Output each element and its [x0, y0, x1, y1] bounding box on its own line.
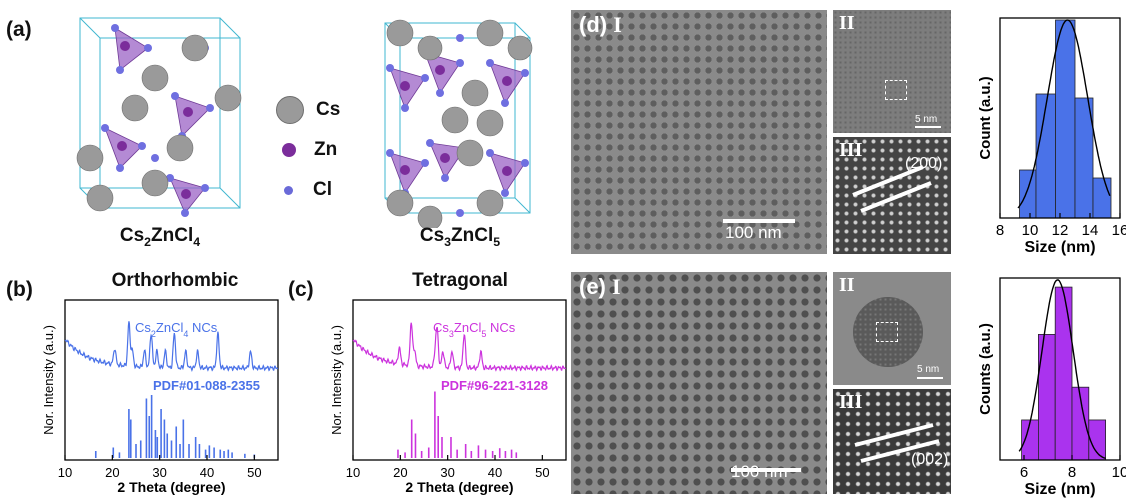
legend-cl: Cl — [270, 170, 370, 210]
ref-label: PDF#01-088-2355 — [153, 378, 260, 393]
hist-bar — [1035, 93, 1056, 219]
x-tick-label: 40 — [200, 465, 214, 480]
hrtem-image-e2: II 5 nm — [833, 272, 951, 385]
hist-bar — [1054, 286, 1073, 461]
lattice-lines-e — [854, 423, 940, 463]
gaussian-fit — [1017, 19, 1111, 209]
panel-b-title: Orthorhombic — [111, 270, 239, 291]
x-tick-label: 12 — [1052, 222, 1069, 239]
lattice-image-d3: III (200) — [833, 137, 951, 254]
x-tick-label: 20 — [393, 465, 407, 480]
x-tick-label: 14 — [1082, 222, 1099, 239]
hist-bar — [1055, 19, 1076, 219]
hist-bar — [1021, 419, 1039, 461]
x-tick-label: 50 — [247, 465, 261, 480]
hr-scale-bar-e — [917, 377, 943, 379]
y-axis-label: Counts (a.u.) — [977, 323, 994, 415]
legend-cs-label: Cs — [316, 99, 341, 120]
x-tick-label: 40 — [488, 465, 502, 480]
hist-bar — [1038, 334, 1056, 461]
plane-label-e: (002) — [911, 451, 949, 468]
ref-label: PDF#96-221-3128 — [441, 378, 548, 393]
sample-label: Cs3ZnCl5 NCs — [433, 320, 516, 339]
legend-zn: Zn — [270, 130, 370, 170]
selection-box-d — [885, 80, 907, 100]
legend-cs: Cs — [270, 90, 370, 130]
zn-atom-icon — [282, 143, 296, 157]
xrd-chart-c: 10 20 30 40 50 2 Theta (degree) Nor. Intensity… — [329, 299, 567, 495]
lattice-lines-d — [852, 165, 932, 213]
plot-frame — [352, 299, 567, 461]
x-axis-label: 2 Theta (degree) — [405, 479, 513, 495]
x-axis-label: Size (nm) — [1024, 239, 1095, 256]
x-tick-label: 10 — [58, 465, 72, 480]
hist-bar — [1019, 169, 1037, 219]
x-tick-label: 8 — [1068, 464, 1076, 481]
hr-scale-label-e: 5 nm — [917, 364, 940, 375]
xrd-pattern — [352, 322, 567, 372]
gaussian-fit — [1018, 279, 1106, 460]
panel-d-sub3: III — [839, 139, 863, 161]
xrd-chart-b: 10 20 30 40 50 2 Theta (degree) Nor. Intensity… — [41, 299, 279, 495]
x-axis-label: 2 Theta (degree) — [117, 479, 225, 495]
scale-label-e: 100 nm — [731, 462, 788, 481]
panel-d-label: (d) I — [579, 12, 622, 37]
x-tick-label: 30 — [152, 465, 166, 480]
y-axis-label: Count (a.u.) — [977, 76, 994, 159]
scale-label-d: 100 nm — [725, 223, 782, 242]
y-axis-label: Nor. Intensity (a.u.) — [329, 325, 344, 435]
panel-e-sub2: II — [839, 274, 855, 296]
cs2zncl4-label: Cs2ZnCl4 — [119, 225, 201, 249]
x-tick-label: 20 — [105, 465, 119, 480]
legend-zn-label: Zn — [314, 139, 338, 160]
x-tick-label: 10 — [1022, 222, 1039, 239]
x-tick-label: 16 — [1112, 222, 1126, 239]
hr-scale-label-d: 5 nm — [915, 114, 938, 125]
legend-cl-label: Cl — [313, 179, 332, 200]
plane-label-d: (200) — [905, 155, 943, 172]
cs2zncl4-structure — [76, 17, 242, 217]
panel-a-label: (a) — [6, 18, 32, 41]
cs3zncl5-label: Cs3ZnCl5 — [419, 225, 501, 249]
size-histogram-e: 6 8 10 Size (nm) Counts (a.u.) — [977, 277, 1126, 498]
panel-c-label: (c) — [288, 278, 314, 301]
selection-box-e — [876, 322, 898, 342]
x-axis-label: Size (nm) — [1024, 481, 1095, 498]
panel-b-label: (b) — [6, 278, 33, 301]
y-axis-label: Nor. Intensity (a.u.) — [41, 325, 56, 435]
x-tick-label: 30 — [440, 465, 454, 480]
sample-label: Cs2ZnCl4 NCs — [135, 320, 218, 339]
atom-legend: Cs Zn Cl — [270, 90, 370, 210]
tem-image-e1: (e) I 100 nm — [571, 272, 827, 494]
hr-scale-bar-d — [915, 126, 941, 128]
scale-bar-e — [731, 468, 801, 472]
x-tick-label: 10 — [346, 465, 360, 480]
xrd-pattern — [64, 321, 279, 372]
cs-atom-icon — [276, 96, 304, 124]
x-tick-label: 10 — [1112, 464, 1126, 481]
tem-image-d1: (d) I 100 nm — [571, 10, 827, 254]
hist-bar — [1092, 177, 1112, 219]
x-tick-label: 50 — [535, 465, 549, 480]
lattice-image-e3: III (002) — [833, 389, 951, 494]
panel-e-sub3: III — [839, 391, 863, 413]
x-tick-label: 6 — [1020, 464, 1028, 481]
size-histogram-d: 8 10 12 14 16 Size (nm) Count (a.u.) — [977, 17, 1126, 256]
panel-d-sub2: II — [839, 12, 855, 34]
scale-bar-d — [723, 219, 795, 223]
x-tick-label: 8 — [996, 222, 1004, 239]
hist-frame — [999, 277, 1121, 461]
panel-e-label: (e) I — [579, 274, 621, 299]
cs3zncl5-structure — [384, 19, 533, 228]
cl-atom-icon — [284, 185, 293, 195]
nanocrystal-e — [853, 297, 923, 367]
panel-c-title: Tetragonal — [412, 270, 508, 291]
plot-frame — [64, 299, 279, 461]
hrtem-image-d2: II 5 nm — [833, 10, 951, 133]
hist-bar — [1088, 419, 1107, 461]
